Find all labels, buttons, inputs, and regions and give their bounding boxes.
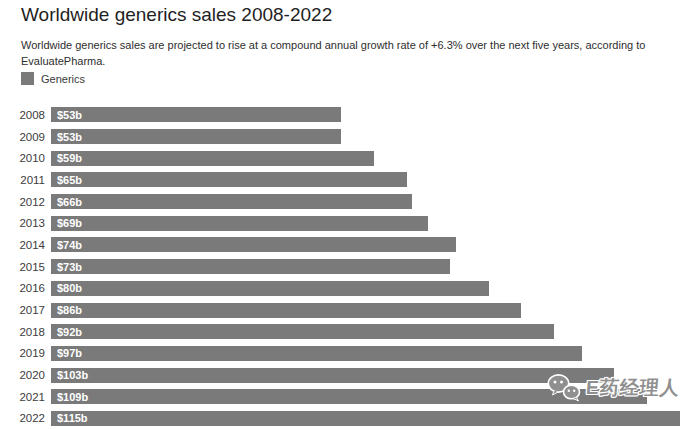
- bar-value-label: $66b: [51, 196, 82, 208]
- bar: $109b: [51, 389, 647, 404]
- bar-row: 2017 $86b: [0, 299, 697, 321]
- bar-row: 2015 $73b: [0, 256, 697, 278]
- year-label: 2010: [0, 152, 45, 164]
- bar-chart: 2008 $53b 2009 $53b 2010 $59b 2011 $65b 2012 $66b…: [0, 104, 697, 429]
- year-label: 2014: [0, 239, 45, 251]
- bar-value-label: $59b: [51, 152, 82, 164]
- bar-row: 2010 $59b: [0, 147, 697, 169]
- bar-value-label: $86b: [51, 304, 82, 316]
- bar: $65b: [51, 172, 407, 187]
- year-label: 2018: [0, 326, 45, 338]
- bar: $86b: [51, 303, 521, 318]
- year-label: 2009: [0, 131, 45, 143]
- year-label: 2017: [0, 304, 45, 316]
- bar-row: 2021 $109b: [0, 386, 697, 408]
- year-label: 2019: [0, 347, 45, 359]
- bar-row: 2011 $65b: [0, 169, 697, 191]
- bar-row: 2016 $80b: [0, 278, 697, 300]
- bar: $53b: [51, 107, 341, 122]
- bar-value-label: $103b: [51, 369, 88, 381]
- legend-swatch-icon: [21, 72, 34, 85]
- legend: Generics: [21, 72, 85, 85]
- bar-row: 2022 $115b: [0, 408, 697, 429]
- year-label: 2016: [0, 282, 45, 294]
- legend-label: Generics: [41, 73, 85, 85]
- year-label: 2015: [0, 261, 45, 273]
- bar-row: 2018 $92b: [0, 321, 697, 343]
- bar: $74b: [51, 237, 456, 252]
- year-label: 2022: [0, 412, 45, 424]
- bar-row: 2008 $53b: [0, 104, 697, 126]
- bar-value-label: $115b: [51, 412, 88, 424]
- year-label: 2013: [0, 217, 45, 229]
- bar-value-label: $53b: [51, 109, 82, 121]
- subtitle-line-2: EvaluatePharma.: [21, 55, 105, 67]
- bar-row: 2009 $53b: [0, 126, 697, 148]
- bar: $53b: [51, 129, 341, 144]
- bar: $115b: [51, 411, 680, 426]
- bar: $80b: [51, 281, 489, 296]
- bar-row: 2020 $103b: [0, 364, 697, 386]
- bar-value-label: $53b: [51, 131, 82, 143]
- bar-value-label: $74b: [51, 239, 82, 251]
- year-label: 2011: [0, 174, 45, 186]
- bar: $73b: [51, 259, 450, 274]
- bar: $69b: [51, 216, 428, 231]
- bar-row: 2012 $66b: [0, 191, 697, 213]
- bar-value-label: $109b: [51, 391, 88, 403]
- bar-row: 2019 $97b: [0, 343, 697, 365]
- year-label: 2021: [0, 391, 45, 403]
- bar: $66b: [51, 194, 412, 209]
- bar-value-label: $65b: [51, 174, 82, 186]
- bar-value-label: $97b: [51, 347, 82, 359]
- chart-title: Worldwide generics sales 2008-2022: [21, 3, 332, 27]
- chart-subtitle: Worldwide generics sales are projected t…: [21, 37, 645, 69]
- bar-value-label: $69b: [51, 217, 82, 229]
- bar: $59b: [51, 151, 374, 166]
- year-label: 2012: [0, 196, 45, 208]
- year-label: 2020: [0, 369, 45, 381]
- bar: $103b: [51, 368, 614, 383]
- bar: $97b: [51, 346, 582, 361]
- year-label: 2008: [0, 109, 45, 121]
- bar-value-label: $73b: [51, 261, 82, 273]
- bar-value-label: $80b: [51, 282, 82, 294]
- bar-row: 2013 $69b: [0, 212, 697, 234]
- bar-row: 2014 $74b: [0, 234, 697, 256]
- subtitle-line-1: Worldwide generics sales are projected t…: [21, 39, 645, 51]
- bar: $92b: [51, 324, 554, 339]
- bar-value-label: $92b: [51, 326, 82, 338]
